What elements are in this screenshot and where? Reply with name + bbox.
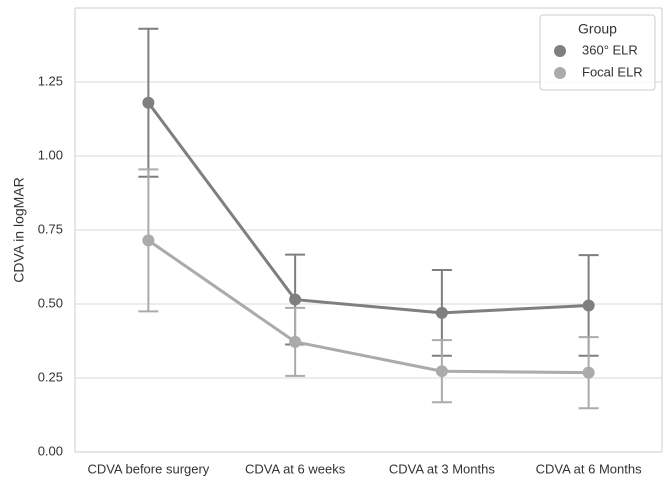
legend-title: Group — [578, 21, 617, 37]
point — [435, 306, 448, 319]
point — [142, 234, 155, 247]
point — [435, 365, 448, 378]
y-tick-label: 0.75 — [38, 221, 63, 236]
series-line — [147, 239, 589, 375]
x-tick-label: CDVA at 3 Months — [389, 461, 495, 476]
y-tick-label: 0.00 — [38, 443, 63, 458]
legend-label: Focal ELR — [582, 64, 643, 79]
y-tick-label: 0.25 — [38, 369, 63, 384]
x-tick-label: CDVA before surgery — [87, 461, 209, 476]
point — [289, 293, 302, 306]
y-tick-label: 1.25 — [38, 73, 63, 88]
y-tick-label: 1.00 — [38, 147, 63, 162]
point — [582, 366, 595, 379]
series-line — [147, 101, 589, 315]
legend-marker — [554, 45, 566, 57]
legend-marker — [554, 67, 566, 79]
legend-label: 360° ELR — [582, 42, 638, 57]
point — [142, 96, 155, 109]
x-tick-label: CDVA at 6 Months — [536, 461, 642, 476]
y-axis-label: CDVA in logMAR — [11, 177, 27, 283]
point — [289, 335, 302, 348]
legend-box — [539, 14, 656, 91]
y-tick-label: 0.50 — [38, 295, 63, 310]
x-tick-label: CDVA at 6 weeks — [245, 461, 346, 476]
point — [582, 299, 595, 312]
